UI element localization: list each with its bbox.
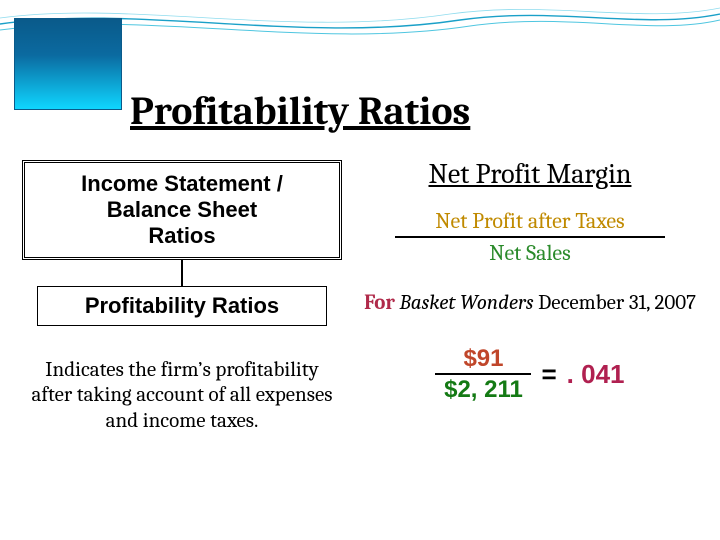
example-company: Basket Wonders bbox=[400, 291, 534, 315]
slide-thumbnail-image bbox=[14, 18, 122, 110]
box-income-statement: Income Statement / Balance Sheet Ratios bbox=[22, 160, 342, 260]
description-text: Indicates the firm’s profitability after… bbox=[22, 358, 342, 435]
equals-sign: = bbox=[541, 359, 556, 390]
calc-fraction-bar bbox=[435, 373, 531, 375]
calc-result: . 041 bbox=[567, 359, 625, 390]
calculation-row: $91 $2, 211 = . 041 bbox=[360, 346, 700, 402]
calc-fraction: $91 $2, 211 bbox=[435, 346, 531, 402]
ratio-name: Net Profit Margin bbox=[360, 158, 700, 190]
calc-numerator: $91 bbox=[435, 346, 531, 371]
left-column: Income Statement / Balance Sheet Ratios … bbox=[22, 160, 342, 435]
right-column: Net Profit Margin Net Profit after Taxes… bbox=[360, 158, 700, 403]
example-for-word: For bbox=[364, 291, 395, 315]
box1-line: Balance Sheet bbox=[31, 197, 333, 223]
box1-line: Income Statement / bbox=[31, 171, 333, 197]
box-profitability-ratios: Profitability Ratios bbox=[37, 286, 327, 326]
calc-denominator: $2, 211 bbox=[435, 377, 531, 402]
fraction-bar bbox=[395, 236, 665, 238]
formula-numerator: Net Profit after Taxes bbox=[395, 208, 665, 234]
example-line: For Basket Wonders December 31, 2007 bbox=[360, 290, 700, 316]
formula-fraction: Net Profit after Taxes Net Sales bbox=[395, 208, 665, 266]
slide-title: Profitability Ratios bbox=[130, 88, 470, 134]
formula-denominator: Net Sales bbox=[395, 240, 665, 266]
connector-line bbox=[181, 260, 183, 286]
box1-line: Ratios bbox=[31, 223, 333, 249]
example-tail: December 31, 2007 bbox=[534, 291, 696, 315]
